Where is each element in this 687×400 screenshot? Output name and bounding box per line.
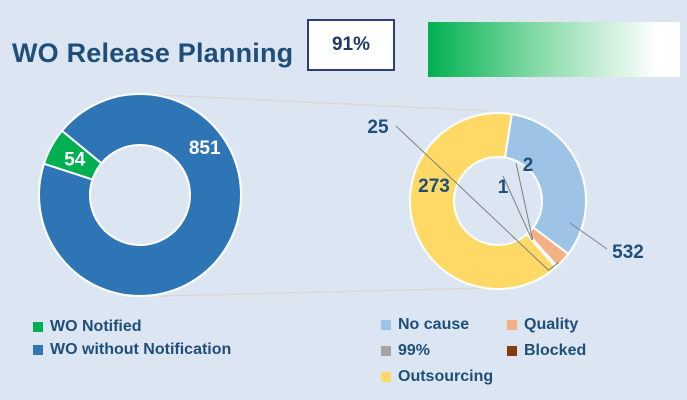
data-label-outsourcing: 532 xyxy=(612,242,644,263)
legend-swatch xyxy=(381,320,391,330)
progress-bar-fill xyxy=(428,22,658,77)
legend-swatch xyxy=(507,346,517,356)
progress-bar xyxy=(428,22,680,77)
legend-item-wo-notified: WO Notified xyxy=(33,318,142,336)
legend-swatch xyxy=(33,345,43,355)
connector-line-top xyxy=(139,93,491,112)
legend-label: Blocked xyxy=(524,342,587,359)
legend-label: WO without Notification xyxy=(50,341,232,358)
legend-label: Outsourcing xyxy=(398,368,494,385)
legend-label: 99% xyxy=(398,342,431,359)
legend-label: WO Notified xyxy=(50,318,142,335)
legend-item-blocked: Blocked xyxy=(507,342,586,360)
leader-line-outsourcing xyxy=(569,222,608,250)
legend-label: Quality xyxy=(524,316,579,333)
data-label-quality: 25 xyxy=(367,117,389,138)
data-label-no-cause: 273 xyxy=(418,176,450,197)
kpi-percentage-value: 91% xyxy=(331,34,371,55)
legend-item-no-cause: No cause xyxy=(381,316,469,334)
page-title: WO Release Planning xyxy=(12,38,294,68)
legend-item-quality: Quality xyxy=(507,316,578,334)
legend-swatch xyxy=(381,372,391,382)
legend-item-outsourcing: Outsourcing xyxy=(381,368,493,386)
legend-swatch xyxy=(507,320,517,330)
left-donut-slice-wo-without-notification xyxy=(38,93,242,297)
kpi-percentage-box: 91% xyxy=(307,19,395,71)
right-donut-slice-outsourcing xyxy=(409,112,558,290)
legend-swatch xyxy=(33,322,43,332)
legend-swatch xyxy=(381,346,391,356)
legend-label: No cause xyxy=(398,316,470,333)
leader-line-blocked xyxy=(502,175,533,241)
leader-line-quality xyxy=(395,125,559,271)
legend-item-99-percent: 99% xyxy=(381,342,430,360)
data-label-99-percent: 2 xyxy=(523,155,534,176)
data-label-wo-notified: 54 xyxy=(64,150,86,171)
connector-line-bottom xyxy=(159,287,491,297)
right-donut-slice-no-cause xyxy=(503,112,587,256)
leader-line-99-percent xyxy=(515,162,534,240)
legend-item-wo-without-notification: WO without Notification xyxy=(33,341,231,359)
data-label-wo-without-notification: 851 xyxy=(189,138,221,159)
data-label-blocked: 1 xyxy=(498,177,509,198)
